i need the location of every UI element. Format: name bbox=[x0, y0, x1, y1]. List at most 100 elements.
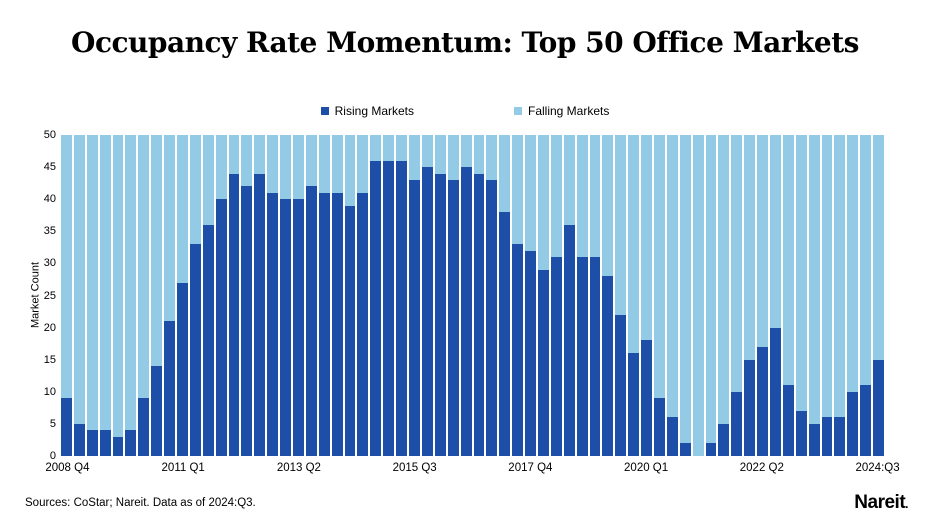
legend: Rising Markets Falling Markets bbox=[0, 104, 930, 118]
bar-column bbox=[112, 135, 124, 456]
falling-segment bbox=[383, 135, 395, 161]
rising-segment bbox=[189, 244, 201, 456]
y-tick-label: 45 bbox=[43, 161, 56, 174]
falling-segment bbox=[151, 135, 163, 367]
falling-segment bbox=[666, 135, 678, 418]
bar-column bbox=[293, 135, 304, 456]
rising-segment bbox=[138, 398, 150, 456]
falling-segment bbox=[769, 135, 781, 328]
bar-column bbox=[576, 135, 588, 456]
rising-segment bbox=[280, 199, 292, 456]
bar-column bbox=[769, 135, 781, 456]
bar-column bbox=[447, 135, 459, 456]
rising-segment bbox=[357, 192, 369, 456]
bar-column bbox=[189, 135, 201, 456]
bar-column bbox=[280, 135, 292, 456]
falling-segment bbox=[434, 135, 446, 174]
x-tick-label: 2008 Q4 bbox=[45, 462, 90, 474]
rising-segment bbox=[537, 269, 549, 456]
falling-segment bbox=[563, 135, 575, 225]
rising-segment bbox=[99, 430, 111, 456]
rising-segment bbox=[615, 314, 627, 456]
falling-segment bbox=[744, 135, 756, 360]
falling-segment bbox=[486, 135, 498, 180]
x-tick-label: 2024:Q3 bbox=[855, 462, 900, 474]
falling-segment bbox=[61, 135, 72, 399]
nareit-logo-dot: . bbox=[905, 497, 908, 511]
falling-segment bbox=[641, 135, 652, 341]
bar-column bbox=[499, 135, 511, 456]
rising-segment bbox=[679, 443, 691, 456]
rising-segment bbox=[241, 186, 253, 456]
rising-segment bbox=[731, 391, 743, 456]
falling-segment bbox=[628, 135, 640, 354]
x-tick-label: 2020 Q1 bbox=[624, 462, 669, 474]
rising-segment bbox=[460, 167, 472, 456]
y-tick-label: 20 bbox=[43, 321, 56, 334]
rising-segment bbox=[602, 276, 614, 456]
rising-segment bbox=[202, 224, 214, 456]
falling-segment bbox=[267, 135, 279, 193]
bar-column bbox=[718, 135, 730, 456]
bar-column bbox=[254, 135, 266, 456]
rising-segment bbox=[821, 417, 833, 456]
falling-segment bbox=[344, 135, 356, 206]
falling-segment bbox=[460, 135, 472, 168]
falling-segment bbox=[318, 135, 330, 193]
bar-column bbox=[821, 135, 833, 456]
falling-segment bbox=[860, 135, 872, 386]
bar-column bbox=[757, 135, 768, 456]
nareit-logo: Nareit. bbox=[854, 492, 908, 514]
falling-segment bbox=[602, 135, 614, 277]
x-tick-label: 2013 Q2 bbox=[276, 462, 321, 474]
bar-column bbox=[589, 135, 601, 456]
rising-segment bbox=[512, 244, 524, 456]
bar-column bbox=[421, 135, 433, 456]
bar-column bbox=[641, 135, 652, 456]
y-tick-label: 35 bbox=[43, 225, 56, 238]
bar-column bbox=[602, 135, 614, 456]
falling-segment bbox=[795, 135, 807, 412]
bar-column bbox=[873, 135, 884, 456]
bar-column bbox=[731, 135, 743, 456]
bar-column bbox=[228, 135, 240, 456]
falling-segment bbox=[215, 135, 227, 200]
rising-segment bbox=[705, 443, 717, 456]
falling-segment bbox=[525, 135, 536, 251]
bar-column bbox=[370, 135, 382, 456]
rising-segment bbox=[305, 186, 317, 456]
falling-segment bbox=[177, 135, 188, 283]
bar-column bbox=[808, 135, 820, 456]
falling-segment bbox=[537, 135, 549, 270]
bar-column bbox=[331, 135, 343, 456]
rising-segment bbox=[318, 192, 330, 456]
falling-segment bbox=[99, 135, 111, 431]
bar-column bbox=[215, 135, 227, 456]
bar-column bbox=[744, 135, 756, 456]
falling-segment bbox=[112, 135, 124, 437]
bar-column bbox=[318, 135, 330, 456]
rising-segment bbox=[589, 256, 601, 456]
y-tick-label: 50 bbox=[43, 129, 56, 141]
rising-segment bbox=[396, 160, 408, 456]
rising-segment bbox=[563, 224, 575, 456]
falling-segment bbox=[293, 135, 304, 200]
plot-area bbox=[61, 135, 884, 456]
bar-column bbox=[473, 135, 485, 456]
y-tick-label: 30 bbox=[43, 257, 56, 270]
bar-column bbox=[486, 135, 498, 456]
bar-column bbox=[537, 135, 549, 456]
falling-segment bbox=[499, 135, 511, 213]
rising-segment bbox=[653, 398, 665, 456]
falling-segment bbox=[241, 135, 253, 187]
bar-column bbox=[692, 135, 704, 456]
falling-segment bbox=[86, 135, 98, 431]
falling-segment bbox=[409, 135, 420, 180]
falling-segment bbox=[615, 135, 627, 315]
bar-column bbox=[61, 135, 72, 456]
y-tick-label: 10 bbox=[43, 385, 56, 398]
source-note: Sources: CoStar; Nareit. Data as of 2024… bbox=[25, 497, 256, 509]
legend-item-falling: Falling Markets bbox=[514, 104, 609, 118]
falling-segment bbox=[589, 135, 601, 257]
rising-segment bbox=[267, 192, 279, 456]
